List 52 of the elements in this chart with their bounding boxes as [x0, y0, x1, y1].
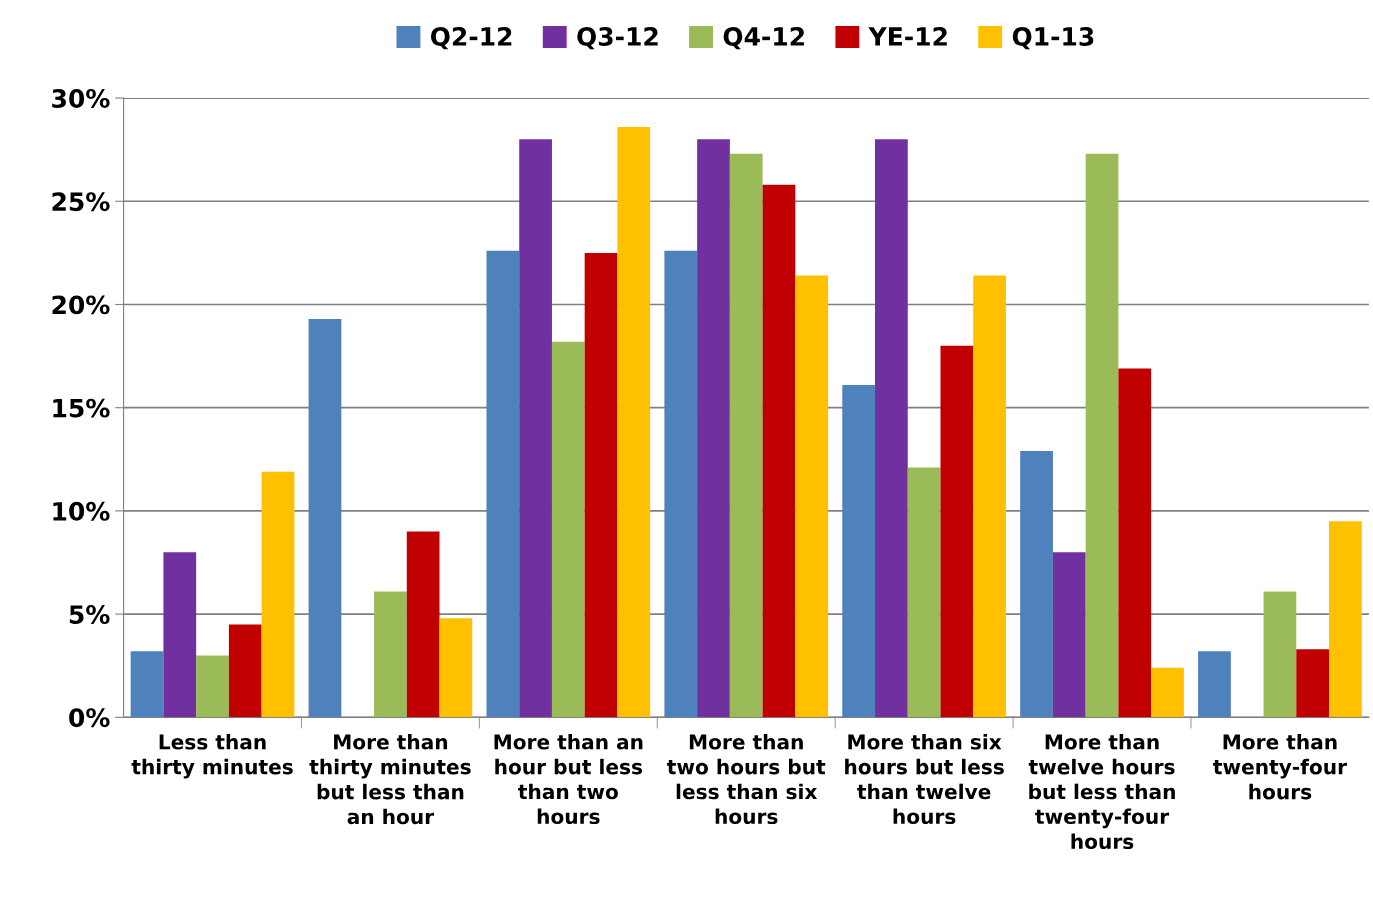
x-tick-label: More than thirty minutes but less than an hour — [309, 733, 471, 825]
y-tick-label: 5% — [69, 605, 110, 624]
bar — [762, 184, 796, 718]
bar — [1151, 667, 1184, 718]
bar — [308, 318, 342, 718]
bar — [228, 624, 262, 718]
y-tick-label: 25% — [52, 192, 110, 212]
y-tick-label: 10% — [53, 501, 110, 521]
bar — [973, 275, 1006, 718]
bar — [907, 467, 941, 718]
bar — [1198, 651, 1231, 718]
bar — [1020, 451, 1053, 718]
bar — [940, 345, 974, 718]
bar — [664, 250, 698, 718]
x-tick-label: More than twelve hours but less than twenty-four hours — [1028, 733, 1175, 850]
bar — [261, 471, 295, 718]
legend-label: Q1-13 — [1012, 27, 1094, 50]
bar — [374, 591, 407, 718]
bar — [795, 275, 829, 718]
bar — [1263, 591, 1297, 718]
bar — [486, 250, 520, 718]
bar — [196, 655, 229, 718]
bar — [729, 153, 763, 718]
bar — [439, 618, 473, 718]
bar — [842, 384, 876, 718]
x-tick-label: More than six hours but less than twelve hours — [845, 733, 1004, 825]
bar — [163, 552, 197, 718]
x-tick-label: More than two hours but less than six hours — [667, 733, 826, 825]
x-tick-label: More than an hour but less than two hours — [494, 733, 643, 825]
legend-label: YE-12 — [868, 27, 947, 46]
bar — [697, 139, 730, 718]
legend-label: Q2-12 — [430, 27, 512, 50]
x-tick-label: More than twenty-four hours — [1213, 733, 1347, 800]
bar — [617, 126, 651, 718]
bar — [1085, 153, 1119, 718]
bar — [1052, 552, 1086, 718]
bar — [551, 341, 585, 718]
y-tick-label: 0% — [69, 708, 110, 728]
bar — [406, 531, 440, 718]
bar — [1118, 368, 1152, 718]
bar — [875, 139, 908, 718]
bar — [130, 651, 164, 718]
y-tick-label: 15% — [53, 398, 110, 418]
bar — [519, 139, 552, 718]
bar — [1296, 649, 1330, 718]
y-tick-label: 20% — [52, 295, 110, 315]
bar — [1329, 521, 1362, 718]
legend-label: Q3-12 — [577, 27, 658, 50]
y-tick-label: 30% — [52, 89, 110, 108]
x-tick-label: Less than thirty minutes — [131, 733, 293, 779]
bar — [584, 252, 618, 718]
legend-label: Q4-12 — [723, 27, 804, 50]
